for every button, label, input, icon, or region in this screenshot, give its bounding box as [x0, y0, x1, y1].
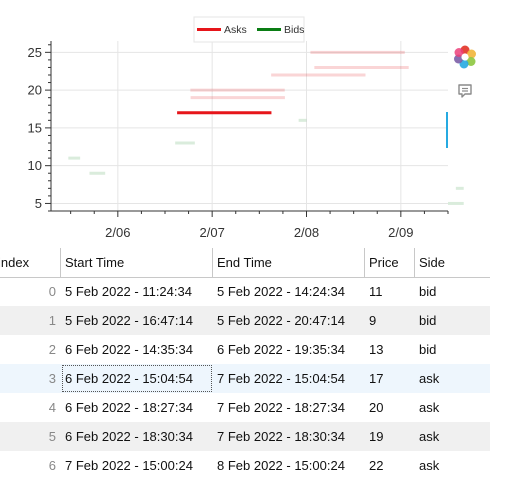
x-tick-label: 2/08 [294, 225, 319, 240]
cell-price[interactable]: 17 [369, 371, 384, 386]
table-row[interactable]: 6 7 Feb 2022 - 15:00:24 8 Feb 2022 - 15:00… [0, 451, 490, 480]
cell-start[interactable]: 7 Feb 2022 - 15:00:24 [65, 458, 193, 473]
legend-label: Bids [284, 24, 304, 36]
table-row[interactable]: 0 5 Feb 2022 - 11:24:34 5 Feb 2022 - 14:24… [0, 277, 490, 306]
grid [51, 41, 448, 211]
cell-index[interactable]: 0 [48, 284, 56, 299]
cell-index[interactable]: 5 [48, 429, 56, 444]
cell-index[interactable]: 6 [48, 458, 56, 473]
y-tick-label: 10 [28, 158, 42, 173]
table-row[interactable]: 4 6 Feb 2022 - 18:27:34 7 Feb 2022 - 18:27… [0, 393, 490, 422]
legend-box [193, 16, 305, 43]
cell-index[interactable]: 1 [48, 313, 56, 328]
cell-start[interactable]: 6 Feb 2022 - 18:27:34 [65, 400, 193, 415]
chart: 5 10 15 20 25 2/06 2/07 2/08 2/09 Asks Bids [28, 16, 464, 240]
column-separator[interactable] [212, 248, 213, 277]
cell-price[interactable]: 20 [369, 400, 384, 415]
y-tick-label: 15 [28, 120, 42, 135]
cell-start[interactable]: 5 Feb 2022 - 11:24:34 [65, 284, 192, 299]
cell-end[interactable]: 7 Feb 2022 - 18:30:34 [217, 429, 345, 444]
cell-end[interactable]: 6 Feb 2022 - 19:35:34 [217, 342, 345, 357]
column-header-index[interactable]: index [0, 255, 30, 270]
legend: Asks Bids [193, 16, 305, 43]
active-tool-indicator [446, 112, 448, 148]
y-tick-label: 25 [28, 45, 42, 60]
cell-end[interactable]: 7 Feb 2022 - 18:27:34 [217, 400, 345, 415]
cell-index[interactable]: 4 [48, 400, 56, 415]
y-tick-label: 20 [28, 83, 42, 98]
cell-price[interactable]: 13 [369, 342, 384, 357]
x-tick-label: 2/06 [105, 225, 130, 240]
table-header: index Start Time End Time Price Side [0, 248, 490, 278]
table-row[interactable]: 2 6 Feb 2022 - 14:35:34 6 Feb 2022 - 19:35… [0, 335, 490, 364]
column-separator[interactable] [414, 248, 415, 277]
bokeh-logo-icon[interactable] [446, 40, 484, 74]
cell-side[interactable]: bid [419, 284, 437, 299]
cell-side[interactable]: ask [419, 458, 440, 473]
cell-index[interactable]: 2 [48, 342, 56, 357]
column-header-side[interactable]: Side [419, 255, 446, 270]
legend-label: Asks [224, 24, 247, 36]
cell-end[interactable]: 7 Feb 2022 - 15:04:54 [217, 371, 345, 386]
cell-price[interactable]: 9 [369, 313, 377, 328]
x-tick-label: 2/09 [388, 225, 413, 240]
column-header-price[interactable]: Price [369, 255, 399, 270]
cell-side[interactable]: ask [419, 429, 440, 444]
column-separator[interactable] [60, 248, 61, 277]
cell-start[interactable]: 6 Feb 2022 - 15:04:54 [61, 364, 213, 393]
column-separator[interactable] [364, 248, 365, 277]
cell-side[interactable]: ask [419, 400, 440, 415]
cell-price[interactable]: 22 [369, 458, 384, 473]
table-row[interactable]: 5 6 Feb 2022 - 18:30:34 7 Feb 2022 - 18:30… [0, 422, 490, 451]
data-table: index Start Time End Time Price Side 0 5 Feb … [0, 248, 490, 499]
plot-area [51, 41, 448, 211]
cell-price[interactable]: 19 [369, 429, 384, 444]
cell-end[interactable]: 8 Feb 2022 - 15:00:24 [217, 458, 345, 473]
column-header-start-time[interactable]: Start Time [65, 255, 125, 270]
column-header-end-time[interactable]: End Time [217, 255, 272, 270]
cell-side[interactable]: bid [419, 313, 437, 328]
cell-side[interactable]: ask [419, 371, 440, 386]
cell-start[interactable]: 6 Feb 2022 - 14:35:34 [65, 342, 193, 357]
y-tick-label: 5 [35, 196, 42, 211]
cell-index[interactable]: 3 [48, 371, 56, 386]
table-row[interactable]: 1 5 Feb 2022 - 16:47:14 5 Feb 2022 - 20:47… [0, 306, 490, 335]
x-tick-label: 2/07 [200, 225, 225, 240]
axes: 5 10 15 20 25 2/06 2/07 2/08 2/09 [28, 41, 449, 240]
cell-end[interactable]: 5 Feb 2022 - 14:24:34 [217, 284, 345, 299]
cell-side[interactable]: bid [419, 342, 437, 357]
cell-start[interactable]: 6 Feb 2022 - 18:30:34 [65, 429, 193, 444]
table-row[interactable]: 3 6 Feb 2022 - 15:04:54 7 Feb 2022 - 15:04… [0, 364, 490, 393]
hover-tool-icon[interactable] [446, 74, 484, 108]
cell-start[interactable]: 5 Feb 2022 - 16:47:14 [65, 313, 193, 328]
cell-end[interactable]: 5 Feb 2022 - 20:47:14 [217, 313, 345, 328]
cell-price[interactable]: 11 [369, 284, 383, 299]
segments [68, 50, 464, 205]
